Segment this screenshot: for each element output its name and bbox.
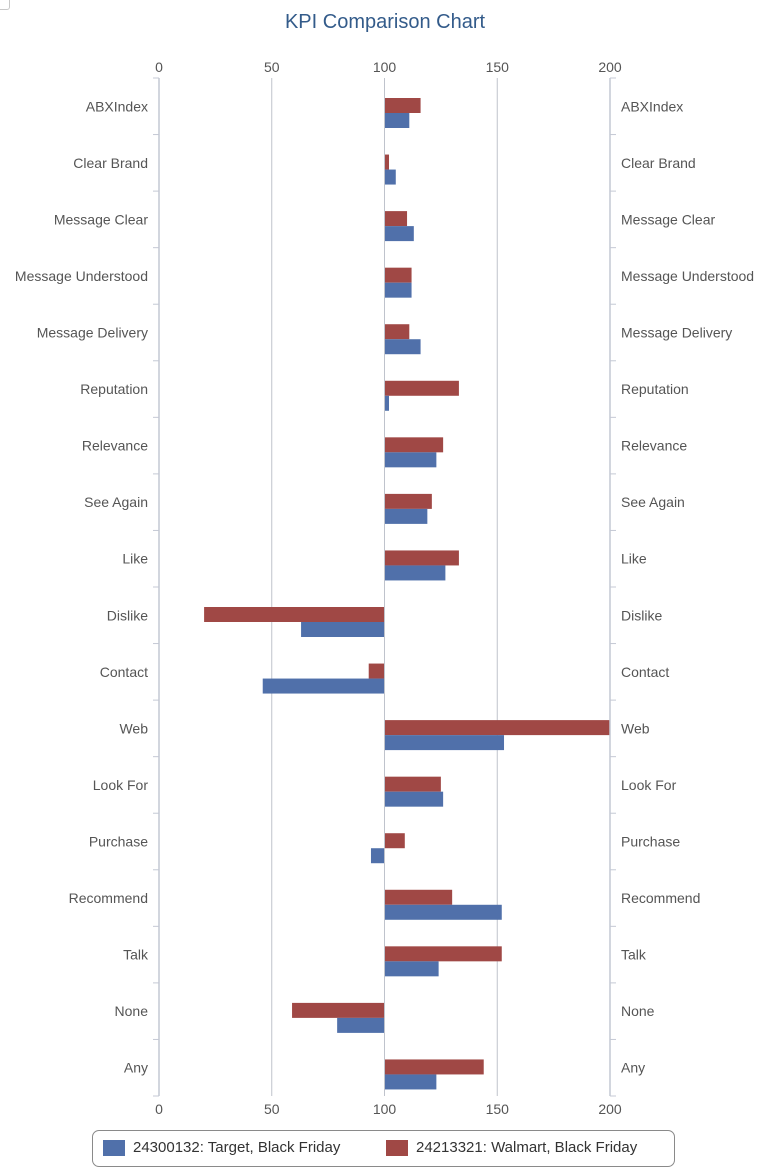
category-label-right: Recommend: [621, 890, 700, 906]
category-label-right: Dislike: [621, 607, 662, 623]
x-tick-label-bottom: 50: [264, 1101, 280, 1117]
bar-target: [384, 282, 412, 298]
category-label-right: Clear Brand: [621, 155, 696, 171]
category-label-right: None: [621, 1003, 655, 1019]
chart-legend: 24300132: Target, Black Friday 24213321:…: [92, 1130, 675, 1167]
bar-walmart: [384, 154, 390, 170]
bar-walmart: [384, 267, 412, 283]
window-corner: [0, 0, 10, 10]
category-label-left: Web: [119, 720, 148, 736]
bar-target: [384, 904, 502, 920]
bar-walmart: [384, 889, 453, 905]
category-label-left: Relevance: [82, 438, 148, 454]
bar-target: [384, 565, 446, 581]
bar-target: [384, 113, 410, 128]
bar-walmart: [368, 663, 385, 679]
x-tick-label-bottom: 0: [155, 1101, 163, 1117]
category-label-right: Talk: [621, 947, 647, 963]
category-label-right: Message Delivery: [621, 325, 732, 341]
bar-target: [301, 622, 385, 637]
bar-target: [384, 1074, 437, 1090]
bar-target: [384, 508, 428, 524]
chart-title: KPI Comparison Chart: [285, 11, 486, 33]
category-label-left: Like: [122, 551, 148, 567]
category-label-left: Dislike: [107, 607, 148, 623]
category-label-right: See Again: [621, 494, 685, 510]
legend-item-walmart[interactable]: 24213321: Walmart, Black Friday: [386, 1139, 637, 1156]
legend-label-target: 24300132: Target, Black Friday: [133, 1139, 341, 1156]
category-label-right: ABXIndex: [621, 98, 683, 114]
category-label-right: Contact: [621, 664, 669, 680]
bar-target: [384, 395, 390, 411]
category-label-right: Any: [621, 1060, 645, 1076]
x-tick-label-top: 0: [155, 59, 163, 75]
category-label-left: See Again: [84, 494, 148, 510]
bar-walmart: [384, 211, 408, 227]
bar-target: [384, 735, 505, 751]
category-label-left: Message Clear: [54, 211, 148, 227]
bar-walmart: [384, 493, 432, 509]
x-tick-label-top: 100: [373, 59, 397, 75]
legend-swatch-target: [103, 1139, 125, 1156]
legend-swatch-walmart: [386, 1139, 408, 1156]
category-label-right: Web: [621, 720, 650, 736]
bar-walmart: [384, 550, 459, 566]
bar-walmart: [384, 946, 502, 962]
category-label-right: Purchase: [621, 834, 680, 850]
category-label-left: Reputation: [80, 381, 148, 397]
bar-walmart: [384, 833, 405, 849]
category-label-left: Purchase: [89, 834, 148, 850]
x-tick-label-bottom: 100: [373, 1101, 397, 1117]
category-label-left: Recommend: [69, 890, 148, 906]
bar-target: [384, 452, 437, 468]
bar-target: [384, 961, 439, 977]
x-tick-label-top: 150: [486, 59, 510, 75]
category-label-left: Message Understood: [15, 268, 148, 284]
bar-target: [337, 1017, 385, 1033]
x-tick-label-bottom: 200: [598, 1101, 622, 1117]
bar-walmart: [384, 324, 410, 340]
category-label-left: Message Delivery: [37, 325, 148, 341]
bar-walmart: [384, 437, 444, 453]
category-label-right: Message Understood: [621, 268, 754, 284]
bar-target: [370, 848, 385, 864]
category-label-left: Clear Brand: [73, 155, 148, 171]
category-label-right: Like: [621, 551, 647, 567]
bar-walmart: [292, 1002, 385, 1018]
bar-walmart: [384, 98, 421, 113]
category-label-right: Relevance: [621, 438, 687, 454]
bar-walmart: [384, 380, 459, 396]
bar-walmart: [384, 776, 441, 792]
bar-target: [384, 339, 421, 355]
category-label-left: Contact: [100, 664, 148, 680]
bar-target: [384, 169, 396, 185]
category-label-left: Talk: [123, 947, 149, 963]
legend-item-target[interactable]: 24300132: Target, Black Friday: [103, 1139, 340, 1156]
bar-walmart: [384, 720, 610, 736]
category-label-right: Look For: [621, 777, 677, 793]
x-tick-label-top: 50: [264, 59, 280, 75]
bar-target: [384, 226, 414, 242]
category-label-left: Look For: [93, 777, 149, 793]
legend-label-walmart: 24213321: Walmart, Black Friday: [416, 1139, 638, 1156]
category-label-left: None: [115, 1003, 149, 1019]
x-tick-label-bottom: 150: [486, 1101, 510, 1117]
bar-walmart: [384, 1059, 484, 1075]
bar-target: [384, 791, 444, 807]
category-label-right: Message Clear: [621, 211, 715, 227]
bar-target: [262, 678, 385, 694]
category-label-left: Any: [124, 1060, 148, 1076]
bar-walmart: [204, 607, 385, 622]
x-tick-label-top: 200: [598, 59, 622, 75]
category-label-left: ABXIndex: [86, 98, 148, 114]
category-label-right: Reputation: [621, 381, 689, 397]
